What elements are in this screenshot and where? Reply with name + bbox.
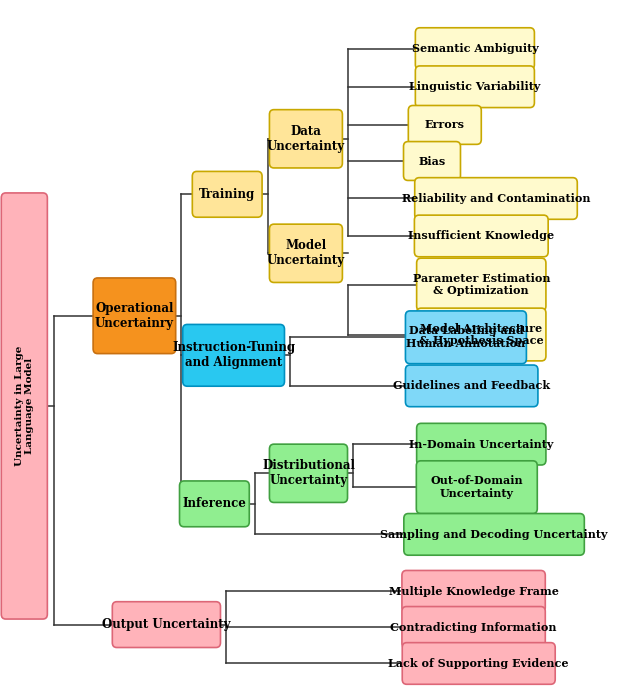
Text: Reliability and Contamination: Reliability and Contamination — [402, 193, 590, 204]
Text: Lack of Supporting Evidence: Lack of Supporting Evidence — [388, 658, 569, 669]
FancyBboxPatch shape — [402, 607, 545, 648]
FancyBboxPatch shape — [269, 444, 348, 502]
FancyBboxPatch shape — [406, 311, 526, 364]
Text: Data Labeling and
Human Annotation: Data Labeling and Human Annotation — [406, 325, 525, 349]
FancyBboxPatch shape — [269, 110, 342, 168]
FancyBboxPatch shape — [415, 28, 534, 69]
FancyBboxPatch shape — [402, 643, 555, 684]
FancyBboxPatch shape — [417, 461, 538, 514]
FancyBboxPatch shape — [183, 325, 285, 386]
Text: Out-of-Domain
Uncertainty: Out-of-Domain Uncertainty — [431, 475, 523, 499]
Text: Guidelines and Feedback: Guidelines and Feedback — [393, 380, 550, 391]
FancyBboxPatch shape — [269, 224, 342, 282]
FancyBboxPatch shape — [417, 258, 546, 311]
Text: Linguistic Variability: Linguistic Variability — [409, 81, 541, 92]
Text: Errors: Errors — [425, 119, 465, 130]
Text: Output Uncertainty: Output Uncertainty — [102, 618, 230, 631]
Text: Bias: Bias — [419, 155, 445, 167]
FancyBboxPatch shape — [415, 215, 548, 257]
FancyBboxPatch shape — [415, 178, 577, 219]
Text: In-Domain Uncertainty: In-Domain Uncertainty — [409, 439, 554, 450]
Text: Model Architecture
& Hypothesis Space: Model Architecture & Hypothesis Space — [419, 323, 543, 346]
FancyBboxPatch shape — [415, 66, 534, 108]
Text: Sampling and Decoding Uncertainty: Sampling and Decoding Uncertainty — [380, 529, 608, 540]
FancyBboxPatch shape — [1, 193, 47, 619]
Text: Contradicting Information: Contradicting Information — [390, 622, 557, 633]
Text: Multiple Knowledge Frame: Multiple Knowledge Frame — [388, 586, 559, 597]
Text: Instruction-Tuning
and Alignment: Instruction-Tuning and Alignment — [172, 341, 295, 369]
Text: Insufficient Knowledge: Insufficient Knowledge — [408, 230, 554, 242]
FancyBboxPatch shape — [408, 105, 481, 144]
Text: Inference: Inference — [182, 498, 246, 510]
Text: Data
Uncertainty: Data Uncertainty — [267, 125, 345, 153]
Text: Distributional
Uncertainty: Distributional Uncertainty — [262, 459, 355, 487]
Text: Model
Uncertainty: Model Uncertainty — [267, 239, 345, 267]
Text: Uncertainty in Large
Language Model: Uncertainty in Large Language Model — [15, 346, 34, 466]
FancyBboxPatch shape — [113, 602, 220, 648]
Text: Operational
Uncertainry: Operational Uncertainry — [95, 302, 174, 330]
FancyBboxPatch shape — [402, 570, 545, 612]
FancyBboxPatch shape — [417, 308, 546, 361]
Text: Parameter Estimation
& Optimization: Parameter Estimation & Optimization — [413, 273, 550, 296]
FancyBboxPatch shape — [404, 514, 584, 555]
FancyBboxPatch shape — [192, 171, 262, 217]
FancyBboxPatch shape — [93, 278, 175, 353]
FancyBboxPatch shape — [179, 481, 250, 527]
Text: Semantic Ambiguity: Semantic Ambiguity — [412, 43, 538, 54]
FancyBboxPatch shape — [417, 423, 546, 465]
FancyBboxPatch shape — [406, 365, 538, 407]
FancyBboxPatch shape — [404, 142, 461, 180]
Text: Training: Training — [199, 188, 255, 201]
